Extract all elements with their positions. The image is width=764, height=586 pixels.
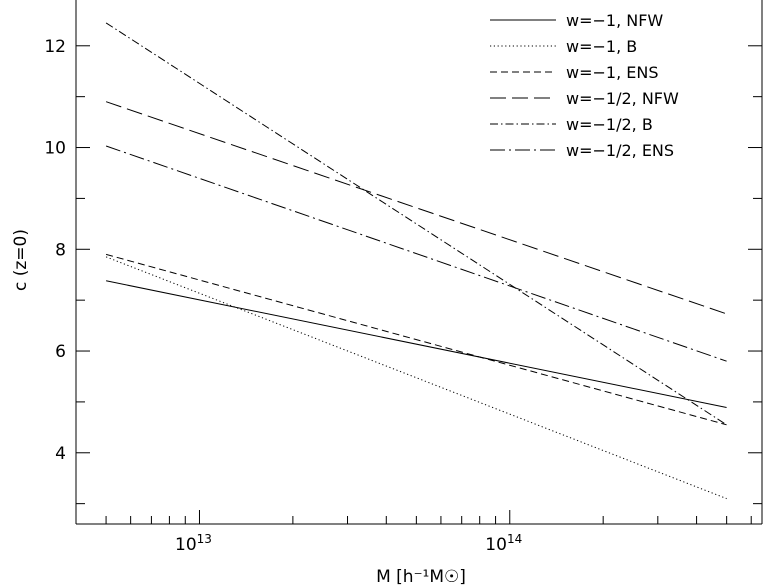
y-tick-label: 4 xyxy=(55,444,66,464)
y-tick-label: 12 xyxy=(44,37,66,57)
y-tick-label: 8 xyxy=(55,240,66,260)
legend-label: w=−1, NFW xyxy=(566,11,663,30)
series-line-3 xyxy=(105,253,727,426)
series-line-1 xyxy=(105,280,727,408)
series-line-5 xyxy=(105,22,727,426)
series-line-6 xyxy=(105,145,727,362)
legend-label: w=−1/2, ENS xyxy=(566,141,674,160)
series-lines xyxy=(105,22,727,500)
legend: w=−1, NFW w=−1, B w=−1, ENS w=−1/2, NFW w=−1… xyxy=(490,11,679,160)
y-tick-label: 6 xyxy=(55,342,66,362)
x-axis-label: M [h⁻¹M☉] xyxy=(376,567,466,586)
y-tick-label: 10 xyxy=(44,139,66,159)
series-line-2 xyxy=(105,256,727,500)
x-tick-label: 1014 xyxy=(485,532,522,555)
y-axis-label: c (z=0) xyxy=(11,229,31,291)
legend-label: w=−1/2, B xyxy=(566,115,653,134)
legend-label: w=−1, B xyxy=(566,37,637,56)
legend-label: w=−1, ENS xyxy=(566,63,658,82)
legend-label: w=−1/2, NFW xyxy=(566,89,679,108)
x-tick-label: 1013 xyxy=(175,532,212,555)
